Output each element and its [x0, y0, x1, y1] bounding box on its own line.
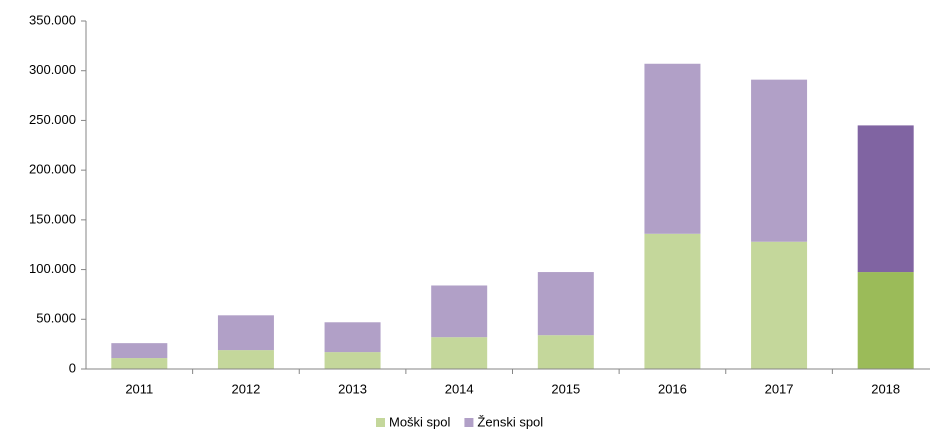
y-tick-label: 300.000: [29, 62, 76, 77]
bar-segment: [111, 358, 168, 369]
x-tick-label: 2012: [231, 381, 260, 396]
bar-segment: [644, 233, 701, 369]
y-tick-label: 350.000: [29, 12, 76, 27]
x-tick-label: 2013: [338, 381, 367, 396]
bar-segment: [431, 285, 488, 338]
bar-segment: [857, 125, 914, 273]
bar-segment: [857, 272, 914, 369]
x-tick-label: 2018: [871, 381, 900, 396]
bar-segment: [217, 350, 274, 369]
x-tick-label: 2016: [658, 381, 687, 396]
bar-segment: [751, 241, 808, 369]
x-tick-label: 2011: [125, 381, 153, 396]
bar-segment: [537, 272, 594, 336]
y-tick-label: 250.000: [29, 112, 76, 127]
legend-swatch: [376, 418, 385, 427]
y-tick-label: 100.000: [29, 261, 76, 276]
y-tick-label: 0: [69, 360, 76, 375]
y-tick-label: 50.000: [36, 311, 76, 326]
bar-segment: [111, 343, 168, 359]
bar-segment: [324, 322, 381, 353]
bar-segment: [644, 63, 701, 234]
bar-segment: [217, 315, 274, 351]
y-tick-label: 150.000: [29, 211, 76, 226]
bar-segment: [537, 335, 594, 369]
bar-segment: [324, 352, 381, 369]
x-tick-label: 2017: [765, 381, 794, 396]
legend-label: Ženski spol: [477, 414, 543, 429]
x-tick-label: 2014: [445, 381, 474, 396]
y-tick-label: 200.000: [29, 162, 76, 177]
bar-segment: [751, 79, 808, 242]
legend-label: Moški spol: [389, 414, 451, 429]
x-tick-label: 2015: [551, 381, 580, 396]
bar-segment: [431, 337, 488, 369]
legend-swatch: [464, 418, 474, 427]
